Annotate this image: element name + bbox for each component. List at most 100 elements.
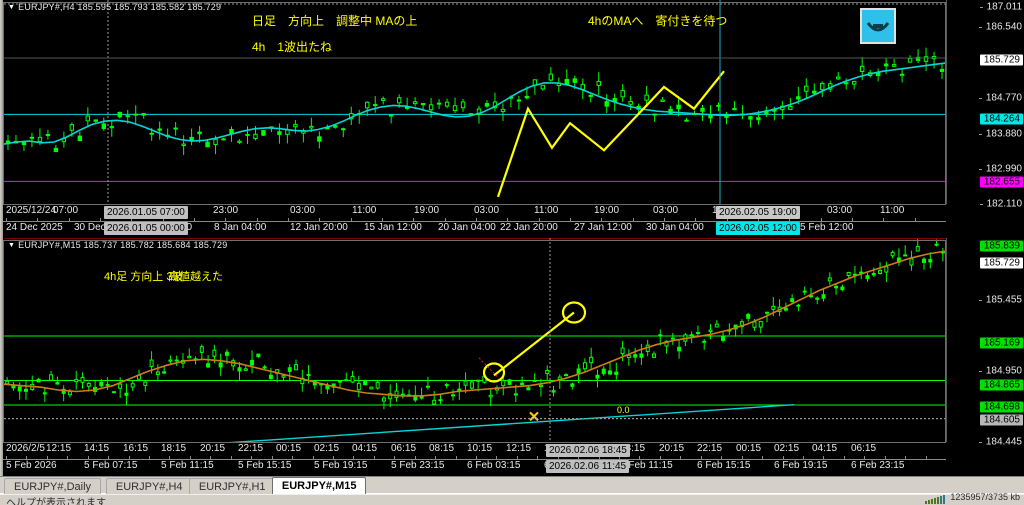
time-tick [251, 456, 253, 460]
time-tick [762, 456, 764, 460]
price-tick [979, 6, 983, 8]
chart-tab-eurjpy--daily[interactable]: EURJPY#,Daily [4, 478, 102, 495]
date-label: 5 Feb 07:15 [84, 460, 138, 471]
time-tick [194, 218, 195, 222]
time-tick [67, 456, 69, 460]
time-tick [700, 456, 702, 460]
time-label: 19:00 [594, 205, 620, 216]
time-label: 22:15 [238, 443, 264, 454]
time-tick [169, 456, 171, 460]
time-tick [905, 456, 907, 460]
time-tick [726, 218, 728, 222]
time-tick [6, 456, 7, 460]
status-bar-text: ヘルプが表示されます [6, 498, 106, 505]
time-tick [37, 218, 39, 222]
chart-header-m15-text: EURJPY#,M15 185.737 185.782 185.684 185.… [18, 240, 228, 250]
status-bar: ヘルプが表示されます 1235957/3735 kb [0, 492, 1024, 505]
time-tick [382, 218, 383, 222]
tab-strip-underline [0, 493, 1024, 494]
time-tick [507, 218, 509, 222]
smiley-object-icon[interactable] [860, 8, 896, 44]
time-tick [516, 456, 518, 460]
time-label: 00:15 [736, 443, 762, 454]
price-label: 184.950 [978, 366, 1022, 377]
time-tick [149, 456, 151, 460]
time-tick [557, 456, 559, 460]
chart-canvas-h4 [4, 0, 946, 204]
datetime-tooltip: 2026.02.05 12:00 [716, 222, 800, 235]
time-tick [758, 218, 759, 222]
time-tick [108, 456, 110, 460]
collapse-icon[interactable]: ▼ [8, 4, 16, 11]
time-label: 07:00 [53, 205, 79, 216]
date-label: 6 Feb 19:15 [774, 460, 828, 471]
date-label: 6 Feb 11:15 [620, 460, 673, 471]
chart-annotation-text: 4hのMAへ 寄付きを待つ [588, 14, 728, 28]
time-tick [225, 218, 227, 222]
price-label: 185.455 [978, 295, 1022, 306]
time-axis-h4[interactable]: 2025/12/2407:0015:0023:0003:0011:0019:00… [0, 204, 1024, 238]
time-tick [639, 456, 641, 460]
collapse-icon[interactable]: ▼ [8, 242, 16, 249]
time-label: 06:15 [391, 443, 417, 454]
price-label: 187.011 [979, 2, 1022, 13]
chart-tab-eurjpy--m15[interactable]: EURJPY#,M15 [271, 477, 367, 495]
chart-tab-eurjpy--h1[interactable]: EURJPY#,H1 [188, 478, 276, 495]
time-axis-line [0, 459, 946, 460]
time-tick [883, 218, 885, 222]
datetime-tooltip: 2026.02.05 19:00 [716, 206, 800, 219]
chart-tab-bar[interactable]: EURJPY#,Daily EURJPY#,H4 EURJPY#,H1 EURJPY#… [0, 476, 1024, 495]
time-tick [162, 218, 164, 222]
time-tick [601, 218, 603, 222]
chart-pane-h4[interactable]: ▼ EURJPY#,H4 185.595 185.793 185.582 185.… [0, 0, 1024, 238]
time-tick [128, 456, 130, 460]
chart-tab-eurjpy--h4[interactable]: EURJPY#,H4 [105, 478, 193, 495]
chart-annotation-text: 日足 方向上 調整中 MAの上 [252, 14, 418, 28]
connection-signal-icon [925, 493, 946, 504]
time-tick [598, 456, 600, 460]
time-tick [100, 218, 101, 222]
time-tick [271, 456, 273, 460]
pane-separator [0, 236, 1024, 238]
time-tick [884, 456, 886, 460]
time-label: 12:15 [506, 443, 532, 454]
chart-plot-m15[interactable] [4, 238, 946, 442]
time-label: 18:15 [161, 443, 187, 454]
price-label-highlight: 184.264 [979, 113, 1023, 125]
time-label: 2026/2/5 [6, 443, 45, 454]
time-tick [26, 456, 28, 460]
price-label-highlight: 185.729 [979, 257, 1023, 269]
chart-annotation-text: 4h 1波出たね [252, 40, 333, 54]
time-tick [843, 456, 845, 460]
time-label: 18:15 [620, 443, 646, 454]
price-scale-h4[interactable]: 187.011 186.540 185.729 184.770 184.264 183.8… [946, 0, 1024, 210]
time-tick [476, 218, 477, 222]
time-label: 11:00 [880, 205, 905, 216]
time-axis-m15[interactable]: 2026/2/5 12:15 14:15 16:15 18:15 20:15 22:15 00… [0, 442, 1024, 476]
time-label: 02:15 [314, 443, 340, 454]
price-label: 182.110 [979, 199, 1022, 210]
time-tick [373, 456, 375, 460]
time-label: 23:00 [213, 205, 239, 216]
time-label: 19:00 [414, 205, 440, 216]
date-label: 6 Feb 23:15 [851, 460, 905, 471]
time-tick [230, 456, 232, 460]
price-label: 183.880 [978, 129, 1022, 140]
chart-pane-m15[interactable]: ▼ EURJPY#,M15 185.737 185.782 185.684 185… [0, 238, 1024, 476]
chart-annotation-text: 高値越えた [168, 271, 223, 283]
status-bar-traffic: 1235957/3735 kb [950, 492, 1020, 502]
date-label: 22 Jan 20:00 [500, 222, 558, 233]
time-tick [852, 218, 853, 222]
time-axis-line [0, 221, 946, 222]
date-label: 15 Jan 12:00 [364, 222, 422, 233]
time-tick [680, 456, 682, 460]
chart-plot-h4[interactable] [4, 0, 946, 204]
time-tick [619, 456, 621, 460]
time-tick [721, 456, 723, 460]
time-label: 03:00 [653, 205, 679, 216]
datetime-tooltip: 2026.01.05 00:00 [104, 222, 188, 235]
price-scale-m15[interactable]: 185.839 185.729 185.455 185.169 184.950 184.8… [946, 238, 1024, 448]
time-tick [312, 456, 314, 460]
date-label: 5 Feb 11:15 [161, 460, 214, 471]
time-label: 04:15 [352, 443, 378, 454]
